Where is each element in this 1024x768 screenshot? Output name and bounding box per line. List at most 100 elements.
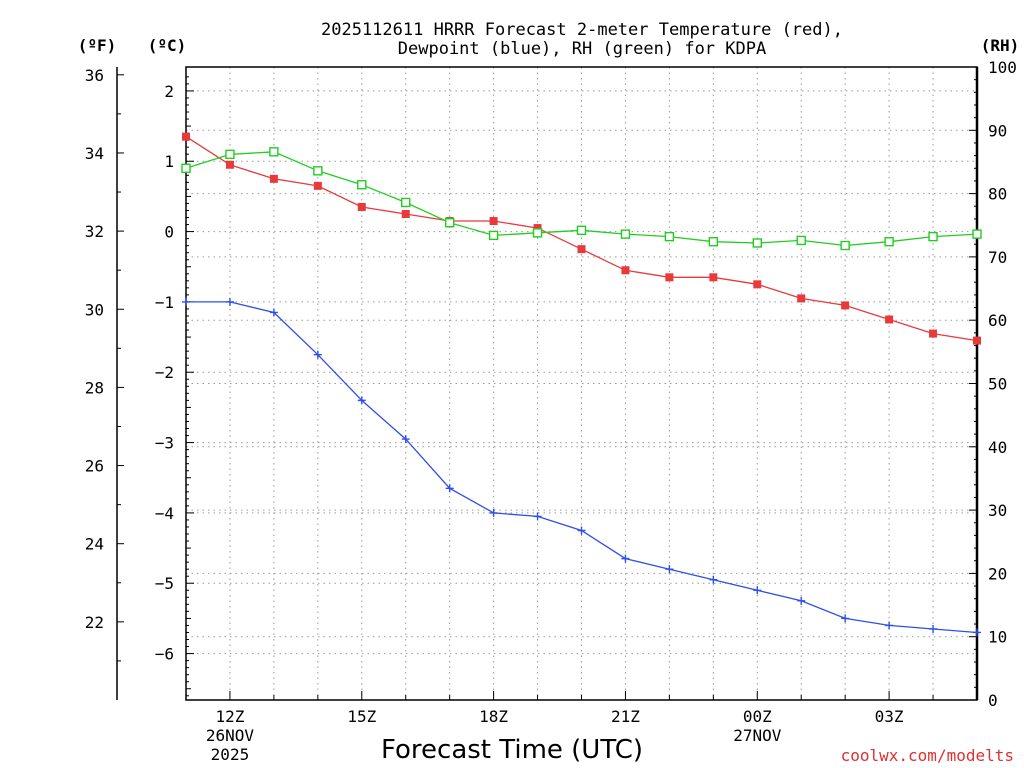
x-axis-label: Forecast Time (UTC)	[381, 735, 643, 765]
x-tick-label: 15Z	[347, 707, 376, 726]
rh-point	[972, 229, 982, 239]
dewpoint-point	[929, 624, 938, 633]
x-tick-label: 18Z	[479, 707, 508, 726]
tick-labels: 3634323028262422210−1−2−3−4−5−6010203040…	[85, 58, 1017, 764]
dewpoint-point	[841, 614, 850, 623]
rh-tick-label: 70	[988, 248, 1007, 267]
fahrenheit-tick-label: 30	[85, 300, 104, 319]
rh-tick-label: 10	[988, 628, 1007, 647]
series	[181, 132, 982, 637]
temperature-point	[182, 132, 190, 141]
rh-point	[928, 231, 938, 242]
rh-unit-label: (RH)	[981, 36, 1020, 55]
x-tick-date-label: 27NOV	[733, 726, 782, 745]
temperature-point	[489, 217, 498, 226]
rh-point	[576, 225, 587, 236]
rh-point	[181, 163, 191, 173]
x-tick-label: 21Z	[611, 707, 640, 726]
temperature-point	[269, 174, 278, 183]
chart-title-line2: Dewpoint (blue), RH (green) for KDPA	[398, 39, 766, 59]
rh-point	[313, 166, 323, 176]
rh-point	[357, 180, 367, 190]
dewpoint-point	[797, 596, 806, 605]
credit-text: coolwx.com/modelts	[841, 746, 1014, 765]
x-tick-label: 12Z	[215, 707, 244, 726]
fahrenheit-tick-label: 34	[85, 144, 104, 163]
chart-title-line1: 2025112611 HRRR Forecast 2-meter Tempera…	[321, 20, 843, 40]
rh-point	[708, 237, 719, 247]
celsius-tick-label: −4	[155, 504, 174, 523]
rh-point	[620, 229, 631, 239]
dewpoint-point	[973, 628, 981, 637]
temperature-series	[182, 132, 981, 345]
rh-point	[752, 238, 762, 248]
temperature-point	[533, 224, 542, 233]
dewpoint-point	[182, 297, 190, 306]
temperature-point	[709, 273, 718, 282]
rh-tick-label: 40	[988, 438, 1007, 457]
temperature-point	[797, 294, 806, 303]
temperature-point	[313, 181, 322, 190]
x-tick-label: 00Z	[743, 707, 772, 726]
dewpoint-point	[269, 308, 278, 317]
rh-point	[444, 218, 455, 228]
temperature-point	[621, 266, 630, 275]
temperature-point	[577, 245, 586, 254]
temperature-point	[885, 315, 894, 324]
rh-point	[225, 149, 235, 160]
axes	[116, 66, 979, 701]
rh-tick-label: 100	[988, 58, 1017, 77]
dewpoint-point	[225, 297, 234, 306]
temperature-point	[357, 202, 366, 211]
rh-point	[269, 147, 279, 157]
rh-tick-label: 30	[988, 501, 1007, 520]
temperature-point	[401, 209, 410, 218]
dewpoint-point	[313, 350, 322, 359]
dewpoint-point	[533, 512, 542, 521]
temperature-point	[665, 273, 674, 282]
dewpoint-point	[753, 586, 762, 595]
x-tick-date-label: 26NOV	[206, 726, 255, 745]
dewpoint-point	[445, 484, 454, 493]
temperature-point	[973, 336, 981, 345]
celsius-tick-label: 2	[164, 82, 174, 101]
rh-point	[796, 235, 806, 246]
rh-tick-label: 60	[988, 311, 1007, 330]
rh-point	[664, 231, 675, 242]
celsius-tick-label: 1	[164, 152, 174, 171]
celsius-tick-label: −3	[155, 434, 174, 453]
rh-point	[884, 237, 894, 247]
fahrenheit-tick-label: 28	[85, 378, 104, 397]
celsius-tick-label: −6	[155, 645, 174, 664]
dewpoint-series	[182, 297, 981, 637]
dewpoint-point	[709, 575, 718, 584]
celsius-tick-label: −2	[155, 363, 174, 382]
rh-tick-label: 50	[988, 375, 1007, 394]
rh-point	[401, 197, 411, 208]
fahrenheit-tick-label: 32	[85, 222, 104, 241]
rh-tick-label: 90	[988, 121, 1007, 140]
celsius-tick-label: −1	[155, 293, 174, 312]
fahrenheit-tick-label: 26	[85, 457, 104, 476]
dewpoint-point	[401, 435, 410, 444]
fahrenheit-tick-label: 24	[85, 535, 104, 554]
temperature-point	[841, 301, 850, 310]
rh-point	[532, 228, 543, 238]
x-tick-year-label: 2025	[211, 745, 250, 764]
temperature-point	[225, 160, 234, 169]
temperature-point	[753, 280, 762, 289]
x-tick-label: 03Z	[875, 707, 904, 726]
dewpoint-point	[489, 508, 498, 517]
dewpoint-point	[577, 526, 586, 535]
rh-point	[840, 240, 850, 251]
fahrenheit-tick-label: 36	[85, 66, 104, 85]
rh-point	[488, 230, 499, 241]
fahrenheit-tick-label: 22	[85, 613, 104, 632]
dewpoint-point	[665, 565, 674, 574]
rh-series	[181, 147, 982, 251]
rh-tick-label: 0	[988, 691, 998, 710]
fahrenheit-unit-label: (ºF)	[78, 36, 117, 55]
rh-tick-label: 20	[988, 564, 1007, 583]
grid	[186, 67, 977, 700]
